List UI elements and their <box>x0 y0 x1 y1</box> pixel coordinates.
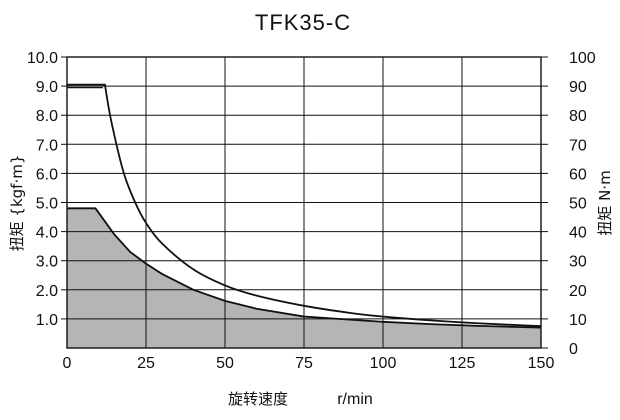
left-y-tick-label: 2.0 <box>36 283 58 300</box>
right-y-tick-label: 70 <box>569 137 587 154</box>
x-tick-label: 125 <box>449 355 476 372</box>
right-y-tick-label: 0 <box>569 341 578 358</box>
left-y-tick-label: 6.0 <box>36 166 58 183</box>
x-tick-label: 50 <box>216 355 234 372</box>
area-series-layer <box>67 208 541 348</box>
left-y-tick-label: 10.0 <box>27 50 58 67</box>
left-y-tick-label: 9.0 <box>36 79 58 96</box>
x-axis-ticks: 0 25 50 75 100 125 150 <box>63 355 555 372</box>
x-axis-title: 旋转速度 <box>228 390 288 408</box>
torque-line-series <box>67 83 542 328</box>
grid-lines <box>67 57 541 348</box>
area-series-outline <box>67 207 542 329</box>
left-y-tick-label: 4.0 <box>36 225 58 242</box>
x-tick-label: 100 <box>370 355 397 372</box>
x-tick-label: 0 <box>63 355 72 372</box>
right-y-tick-label: 50 <box>569 196 587 213</box>
right-y-tick-label: 20 <box>569 283 587 300</box>
right-y-tick-label: 60 <box>569 166 587 183</box>
line-series-layer <box>67 83 542 329</box>
left-y-tick-label: 7.0 <box>36 137 58 154</box>
right-y-tick-label: 30 <box>569 254 587 271</box>
x-tick-label: 75 <box>295 355 313 372</box>
x-axis-unit: r/min <box>337 391 373 408</box>
area-series-fill <box>67 208 541 348</box>
right-y-tick-label: 100 <box>569 50 596 67</box>
x-tick-label: 25 <box>137 355 155 372</box>
left-y-tick-label: 5.0 <box>36 196 58 213</box>
left-y-tick-label: 1.0 <box>36 312 58 329</box>
right-y-axis-title: 扭矩 N·m <box>596 170 614 235</box>
right-y-tick-label: 90 <box>569 79 587 96</box>
right-y-tick-label: 10 <box>569 312 587 329</box>
right-y-tick-label: 80 <box>569 108 587 125</box>
left-y-axis-ticks: 1.0 2.0 3.0 4.0 5.0 6.0 7.0 8.0 9.0 10.0 <box>27 50 67 329</box>
left-y-axis-title: 扭矩 {kgf·m} <box>8 155 26 252</box>
right-y-tick-label: 40 <box>569 225 587 242</box>
left-y-tick-label: 8.0 <box>36 108 58 125</box>
right-y-axis-ticks: 0 10 20 30 40 50 60 70 80 90 100 <box>541 50 596 358</box>
chart-title: TFK35-C <box>255 10 351 35</box>
x-tick-label: 150 <box>528 355 555 372</box>
left-y-tick-label: 3.0 <box>36 254 58 271</box>
